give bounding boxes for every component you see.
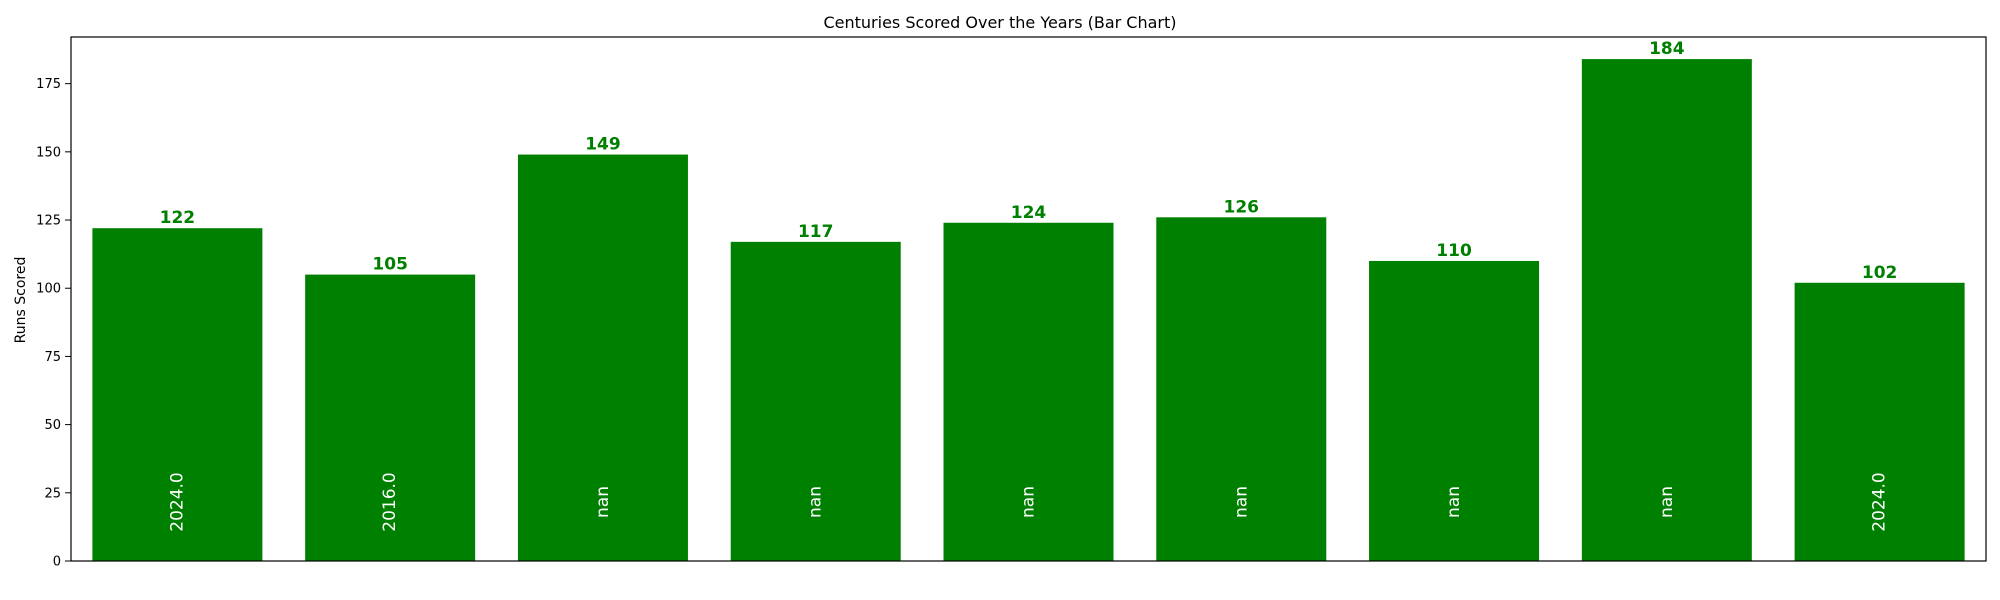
bar [1156,217,1327,561]
bar-value-label: 122 [160,208,196,228]
bar [1794,282,1965,561]
y-tick-label: 0 [53,555,61,570]
bar-value-label: 184 [1649,39,1685,59]
bar-value-label: 149 [585,135,621,155]
bar-value-label: 117 [798,222,834,242]
bar [305,274,476,561]
plot-frame [70,36,1987,562]
y-tick-label: 25 [44,486,61,501]
y-tick-label: 75 [44,350,61,365]
bar [730,241,901,561]
bar-inner-label: nan [806,486,826,518]
y-tick-label: 150 [36,145,61,160]
y-axis-label: Runs Scored [13,257,29,344]
bar-inner-label: nan [1444,486,1464,518]
bar-value-label: 105 [372,255,408,275]
bar-inner-label: nan [593,486,613,518]
bar [1581,59,1752,562]
bar [517,154,688,561]
bar [1369,260,1540,561]
y-tick-label: 100 [36,282,61,297]
y-axis-ticks: 0 25 50 75 100 125 150 175 [36,77,71,570]
bar-inner-label: 2016.0 [380,472,400,531]
chart-title: Centuries Scored Over the Years (Bar Cha… [823,13,1176,32]
bar-inner-label: nan [1019,486,1039,518]
y-tick-label: 175 [36,77,61,92]
bar-inner-label: nan [1657,486,1677,518]
bar-value-label: 124 [1011,203,1047,223]
y-tick-label: 50 [44,418,61,433]
bar-value-label: 126 [1224,197,1260,217]
bar-value-label: 102 [1862,263,1898,283]
bar [92,228,263,561]
bars-group [92,59,1965,562]
bar-inner-label: 2024.0 [167,472,187,531]
bar [943,222,1114,561]
y-tick-label: 125 [36,214,61,229]
bar-inner-label: 2024.0 [1870,472,1890,531]
bar-inner-label: nan [1231,486,1251,518]
bar-value-label: 110 [1436,241,1472,261]
labels-group: 122 2024.0 105 2016.0 149 nan 117 nan 124 nan 126 n… [160,39,1898,532]
